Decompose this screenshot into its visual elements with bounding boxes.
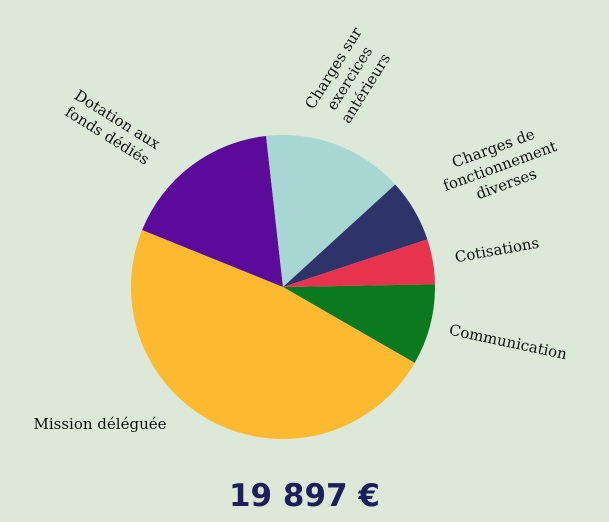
pie-slice (142, 135, 283, 287)
pie-slice (283, 184, 428, 287)
pie-slice (130, 229, 415, 440)
pie-slice (283, 284, 435, 363)
pie-slice (283, 239, 435, 287)
slice-label: Mission déléguée (33, 414, 167, 433)
pie-slice (266, 135, 396, 287)
total: 19 897 € (228, 478, 380, 514)
